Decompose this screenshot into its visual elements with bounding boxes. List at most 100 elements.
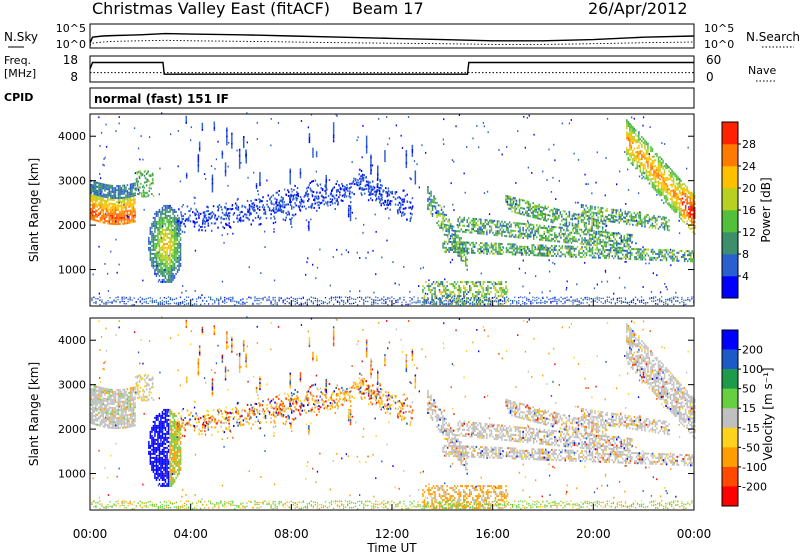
power-cell-337 <box>120 200 123 203</box>
power-cell-3778 <box>601 207 604 210</box>
power-cell-4588 <box>662 187 664 190</box>
power-cell-2978 <box>481 230 484 233</box>
power-cell-2447 <box>490 244 493 247</box>
power-cell-4649 <box>669 198 672 200</box>
power-cell-2518 <box>520 253 523 256</box>
power-cell-2927 <box>465 231 467 233</box>
power-cell-3493 <box>527 212 530 215</box>
power-cell-313 <box>119 217 121 219</box>
power-cell-3904 <box>651 222 654 225</box>
power-cell-1865 <box>385 191 387 194</box>
power-cell-4921 <box>119 302 121 304</box>
power-cell-2415 <box>478 252 481 255</box>
power-cell-1582 <box>176 227 178 230</box>
power-cell-2983 <box>483 230 485 233</box>
power-cell-4641 <box>668 192 670 195</box>
power-cell-1106 <box>179 258 182 261</box>
power-cell-1202 <box>266 203 268 206</box>
power-cell-1711 <box>335 183 337 185</box>
power-cell-3609 <box>565 218 568 221</box>
power-cell-476 <box>134 214 136 217</box>
power-cell-4606 <box>663 181 666 184</box>
power-cell-1919 <box>365 145 368 148</box>
power-cell-4385 <box>638 146 640 149</box>
power-cell-2111 <box>226 131 228 134</box>
power-cell-4406 <box>641 158 643 161</box>
power-cell-3239 <box>570 231 573 234</box>
power-cell-2489 <box>508 243 511 246</box>
power-cell-1452 <box>411 208 413 211</box>
power-cell-4421 <box>642 153 645 156</box>
power-cell-2067 <box>332 138 335 141</box>
power-cell-198 <box>108 216 111 219</box>
power-cell-4467 <box>648 182 651 185</box>
power-cell-3459 <box>515 207 518 210</box>
power-cell-3486 <box>526 214 528 217</box>
power-cell-1114 <box>179 242 182 245</box>
power-cell-664 <box>155 260 158 263</box>
power-cell-3171 <box>546 227 548 230</box>
power-cell-422 <box>129 221 132 224</box>
power-cell-39 <box>93 204 95 207</box>
power-cell-3065 <box>510 225 512 228</box>
power-cell-4612 <box>663 165 666 168</box>
power-cell-1677 <box>217 226 219 229</box>
power-cell-2577 <box>543 252 545 255</box>
power-cell-937 <box>169 224 171 227</box>
power-cell-604 <box>151 244 153 247</box>
power-cell-4109 <box>464 291 466 294</box>
power-cell-724 <box>158 238 161 241</box>
power-cell-1249 <box>394 197 397 200</box>
power-cell-1184 <box>259 217 261 220</box>
power-cell-1339 <box>227 212 230 215</box>
power-cell-3750 <box>591 215 593 218</box>
power-cell-2834 <box>659 251 662 254</box>
power-cell-2932 <box>466 219 468 222</box>
power-cell-3871 <box>638 212 640 215</box>
power-cell-2016 <box>231 146 233 149</box>
power-cell-3642 <box>577 218 580 221</box>
power-cell-3931 <box>663 224 666 227</box>
power-cell-3514 <box>533 210 536 213</box>
power-cell-324 <box>119 189 121 191</box>
power-cell-4747 <box>678 178 681 181</box>
power-cell-4902 <box>105 303 107 305</box>
power-cell-2223 <box>445 230 447 232</box>
power-cell-3423 <box>505 198 507 201</box>
power-cell-177 <box>105 186 108 189</box>
power-cell-3835 <box>626 222 628 225</box>
power-cell-2586 <box>546 252 548 255</box>
power-cell-321 <box>119 195 121 197</box>
power-cell-2075 <box>332 122 335 125</box>
power-cell-939 <box>169 220 171 223</box>
power-cell-4232 <box>496 289 498 292</box>
power-cell-4445 <box>645 157 648 160</box>
power-cell-1557 <box>272 210 275 213</box>
power-cell-2990 <box>484 219 487 221</box>
power-cell-3664 <box>586 228 589 231</box>
power-cell-667 <box>155 254 158 257</box>
power-cell-1862 <box>211 214 213 217</box>
power-cell-1393 <box>265 217 268 220</box>
power-cell-3795 <box>610 216 613 219</box>
power-cell-4758 <box>680 187 682 190</box>
power-cell-4006 <box>438 285 441 288</box>
power-cell-2947 <box>472 221 474 224</box>
power-cell-4561 <box>659 182 661 185</box>
power-cell-1922 <box>365 139 368 142</box>
power-cell-779 <box>161 246 164 249</box>
power-cell-4941 <box>131 299 133 301</box>
power-cell-3528 <box>537 207 539 210</box>
power-cell-480 <box>134 202 136 205</box>
power-cell-1998 <box>312 149 314 152</box>
power-cell-3570 <box>552 215 554 218</box>
power-cell-1947 <box>414 174 417 177</box>
power-cell-2245 <box>449 235 452 237</box>
power-cell-3510 <box>532 206 534 209</box>
power-cell-1270 <box>361 188 363 191</box>
power-cell-2100 <box>347 207 350 210</box>
power-cell-4932 <box>125 303 127 305</box>
power-cell-4494 <box>651 165 654 168</box>
power-cell-4163 <box>478 291 480 294</box>
power-cell-904 <box>167 224 170 227</box>
